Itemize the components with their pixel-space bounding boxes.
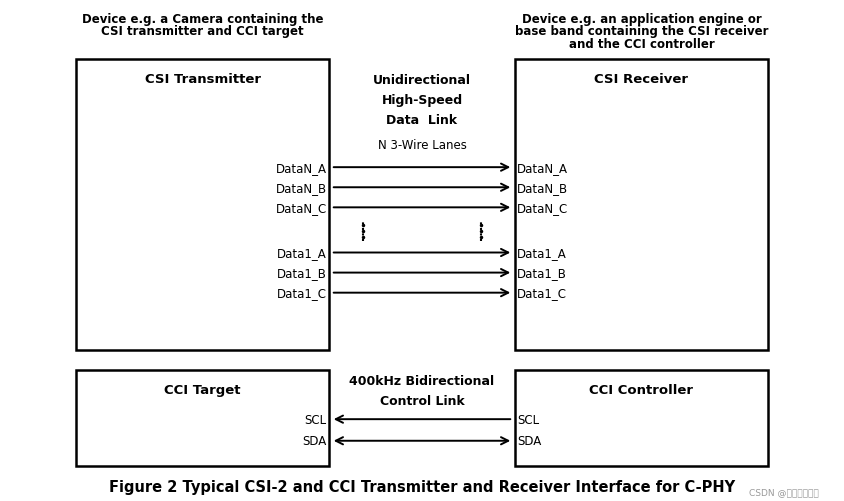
Text: CSI Receiver: CSI Receiver [594, 73, 689, 86]
Text: Data1_C: Data1_C [517, 287, 567, 300]
Text: CSI transmitter and CCI target: CSI transmitter and CCI target [101, 25, 304, 38]
Text: Data1_B: Data1_B [517, 267, 567, 280]
Text: Unidirectional: Unidirectional [373, 74, 471, 87]
Text: DataN_A: DataN_A [517, 161, 568, 174]
Bar [76, 371, 329, 466]
Text: DataN_C: DataN_C [275, 201, 327, 214]
Text: Data1_A: Data1_A [277, 246, 327, 260]
Text: DataN_A: DataN_A [276, 161, 327, 174]
Text: Data1_B: Data1_B [277, 267, 327, 280]
Text: SDA: SDA [302, 434, 327, 447]
Text: DataN_B: DataN_B [517, 181, 569, 194]
Bar [515, 60, 768, 351]
Text: 400kHz Bidirectional: 400kHz Bidirectional [349, 374, 495, 387]
Text: SDA: SDA [517, 434, 542, 447]
Text: base band containing the CSI receiver: base band containing the CSI receiver [515, 25, 768, 38]
Text: Data1_C: Data1_C [277, 287, 327, 300]
Bar [76, 60, 329, 351]
Text: Figure 2 Typical CSI-2 and CCI Transmitter and Receiver Interface for C-PHY: Figure 2 Typical CSI-2 and CCI Transmitt… [109, 479, 735, 494]
Bar [515, 371, 768, 466]
Text: CSI Transmitter: CSI Transmitter [144, 73, 261, 86]
Text: and the CCI controller: and the CCI controller [569, 38, 714, 51]
Text: SCL: SCL [517, 413, 539, 426]
Text: Data  Link: Data Link [387, 114, 457, 127]
Text: CSDN @精致的螺旋线: CSDN @精致的螺旋线 [749, 487, 819, 496]
Text: Control Link: Control Link [380, 394, 464, 407]
Text: Data1_A: Data1_A [517, 246, 567, 260]
Text: DataN_C: DataN_C [517, 201, 569, 214]
Text: High-Speed: High-Speed [381, 94, 463, 107]
Text: DataN_B: DataN_B [275, 181, 327, 194]
Text: Device e.g. a Camera containing the: Device e.g. a Camera containing the [82, 13, 323, 26]
Text: CCI Target: CCI Target [165, 383, 241, 396]
Text: CCI Controller: CCI Controller [589, 383, 694, 396]
Text: SCL: SCL [305, 413, 327, 426]
Text: N 3-Wire Lanes: N 3-Wire Lanes [377, 139, 467, 152]
Text: Device e.g. an application engine or: Device e.g. an application engine or [522, 13, 761, 26]
